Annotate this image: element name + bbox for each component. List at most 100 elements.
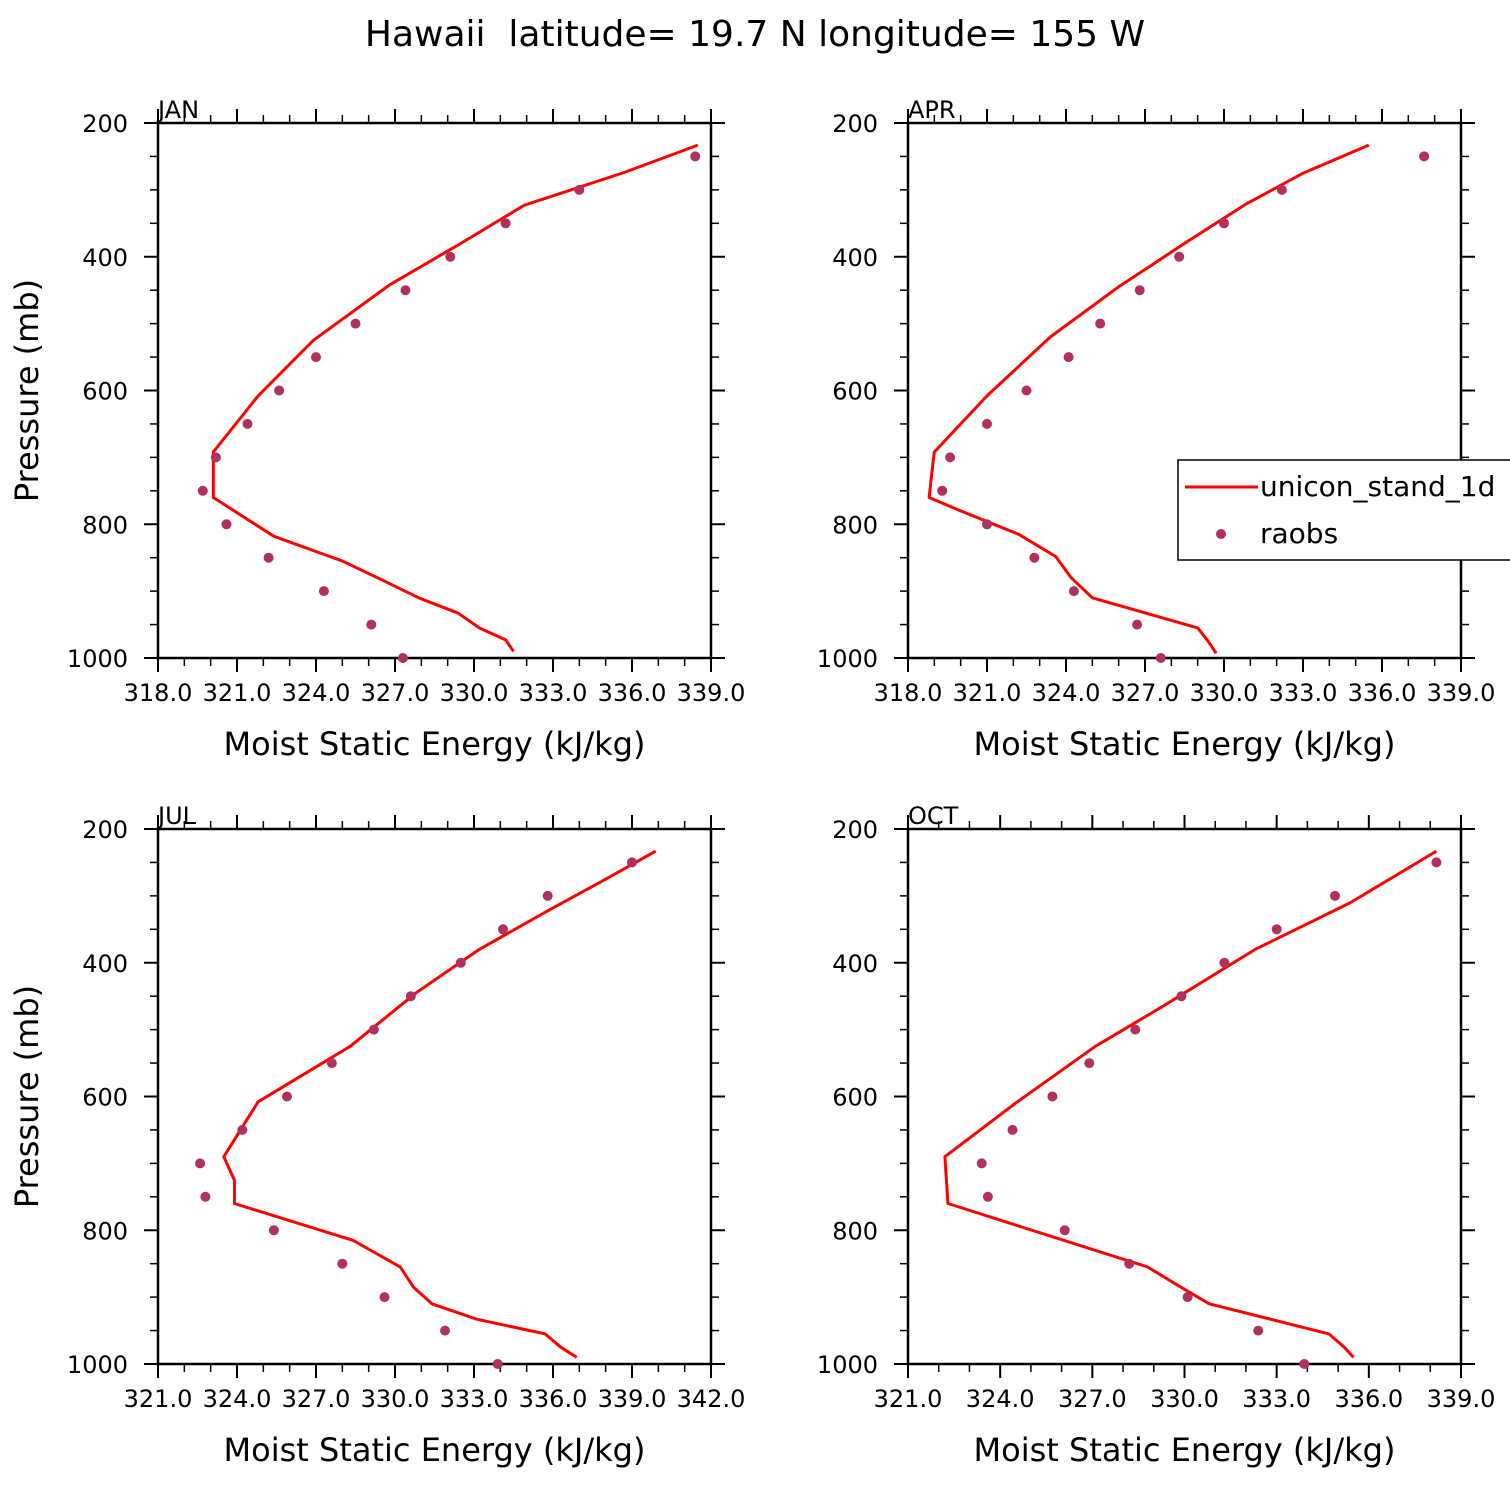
obs-point (1134, 285, 1145, 296)
x-tick-label: 327.0 (1058, 1385, 1127, 1413)
obs-point (263, 552, 274, 563)
x-tick-label: 321.0 (953, 679, 1022, 707)
obs-point (690, 151, 701, 162)
obs-point (455, 957, 466, 968)
legend: unicon_stand_1d raobs (1177, 459, 1510, 561)
obs-point (195, 1158, 206, 1169)
y-tick-label: 800 (832, 511, 878, 539)
x-tick-label: 333.0 (519, 679, 588, 707)
obs-point (492, 1359, 503, 1369)
panel-apr: APR 318.0 321.0 324.0 327.0 330.0 333.0 336.0 33… (817, 96, 1495, 763)
obs-point (1007, 1124, 1018, 1135)
y-tick-label: 600 (82, 378, 128, 406)
obs-point (1176, 991, 1187, 1002)
obs-point (1068, 586, 1079, 597)
obs-point (1063, 352, 1074, 363)
obs-point (268, 1225, 279, 1236)
obs-point (498, 924, 508, 935)
obs-point (400, 285, 411, 296)
obs-point (200, 1191, 211, 1202)
y-tick-label: 200 (832, 110, 878, 138)
obs-point (440, 1325, 450, 1336)
obs-point (1130, 1024, 1141, 1035)
obs-point (405, 991, 416, 1002)
x-axis-label: Moist Static Energy (kJ/kg) (224, 1431, 646, 1469)
x-tick-label: 336.0 (1334, 1385, 1403, 1413)
x-tick-label: 324.0 (1032, 679, 1101, 707)
x-tick-label: 327.0 (361, 679, 430, 707)
obs-point (282, 1091, 292, 1102)
obs-point (350, 318, 361, 329)
obs-point (1084, 1058, 1095, 1069)
panel-label: JUL (156, 802, 197, 830)
panel-jul: JUL 321.0 324.0 327.0 330.0 333.0 336.0 339.0 34… (8, 802, 745, 1469)
obs-point (1132, 619, 1143, 630)
obs-point (1174, 251, 1185, 262)
obs-point (627, 857, 637, 868)
obs-point (445, 251, 456, 262)
x-tick-label: 339.0 (598, 1385, 667, 1413)
x-tick-label: 327.0 (1111, 679, 1180, 707)
y-axis-label: Pressure (mb) (8, 279, 46, 502)
legend-obs-marker (1216, 529, 1226, 539)
obs-point (1431, 857, 1442, 868)
y-tick-label: 800 (832, 1217, 878, 1245)
y-tick-label: 800 (82, 1217, 128, 1245)
model-line (927, 143, 1370, 655)
y-tick-label: 1000 (817, 1351, 878, 1379)
legend-box (1177, 459, 1510, 561)
obs-point (237, 1124, 248, 1135)
obs-point (937, 485, 948, 496)
obs-point (274, 385, 285, 396)
y-tick-label: 400 (832, 244, 878, 272)
obs-point (1182, 1292, 1193, 1303)
obs-point (366, 619, 377, 630)
y-tick-label: 1000 (67, 1351, 128, 1379)
x-tick-label: 330.0 (361, 1385, 430, 1413)
x-tick-label: 324.0 (282, 679, 351, 707)
panels: JAN 318.0 321.0 324.0 327.0 330.0 333.0 336.0 33… (8, 96, 1495, 1469)
obs-point (1021, 385, 1032, 396)
model-line (222, 849, 657, 1359)
y-tick-label: 400 (832, 950, 878, 978)
obs-point (1219, 218, 1229, 229)
model-line (943, 849, 1438, 1359)
legend-model-label: unicon_stand_1d (1260, 470, 1495, 503)
x-tick-label: 333.0 (1269, 679, 1338, 707)
obs-point (326, 1058, 337, 1069)
x-tick-label: 321.0 (124, 1385, 193, 1413)
obs-point (1029, 552, 1040, 563)
obs-point (1155, 653, 1166, 663)
figure-title: Hawaii latitude= 19.7 N longitude= 155 W (365, 14, 1145, 55)
x-axis-label: Moist Static Energy (kJ/kg) (974, 1431, 1396, 1469)
x-tick-label: 336.0 (1348, 679, 1417, 707)
panel-oct: OCT 321.0 324.0 327.0 330.0 333.0 336.0 339.0 20… (817, 802, 1495, 1469)
obs-point (1271, 924, 1282, 935)
obs-point (1047, 1091, 1058, 1102)
obs-point (221, 519, 232, 530)
obs-point (318, 586, 329, 597)
obs-point (574, 184, 585, 195)
obs-point (379, 1292, 390, 1303)
y-tick-label: 400 (82, 950, 128, 978)
obs-point (1276, 184, 1287, 195)
obs-point (1299, 1359, 1310, 1369)
obs-point (1095, 318, 1106, 329)
x-tick-label: 336.0 (598, 679, 667, 707)
y-tick-label: 600 (832, 1084, 878, 1112)
obs-point (1419, 151, 1430, 162)
y-tick-label: 200 (82, 110, 128, 138)
x-tick-label: 327.0 (282, 1385, 351, 1413)
y-tick-label: 600 (82, 1084, 128, 1112)
x-tick-label: 339.0 (1427, 1385, 1496, 1413)
x-tick-label: 330.0 (1190, 679, 1259, 707)
x-tick-label: 342.0 (677, 1385, 746, 1413)
x-tick-label: 330.0 (440, 679, 509, 707)
obs-point (337, 1258, 348, 1269)
obs-point (500, 218, 511, 229)
y-tick-label: 1000 (817, 645, 878, 673)
x-tick-label: 336.0 (519, 1385, 588, 1413)
x-tick-label: 324.0 (203, 1385, 272, 1413)
y-tick-label: 1000 (67, 645, 128, 673)
